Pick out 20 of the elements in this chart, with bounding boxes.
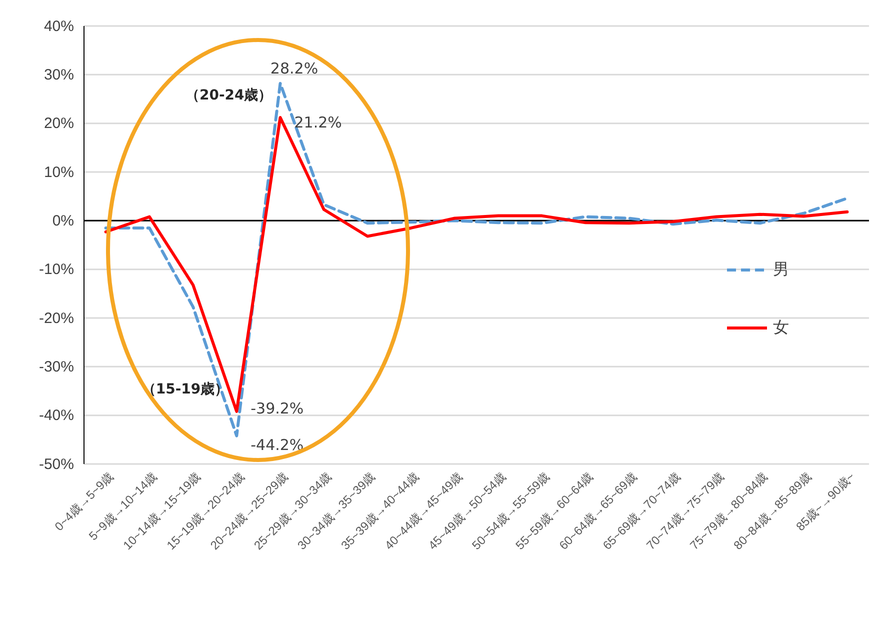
y-tick-label: 20% xyxy=(44,115,74,132)
y-tick-label: 10% xyxy=(44,164,74,181)
line-series xyxy=(104,82,849,438)
y-tick-label: 30% xyxy=(44,66,74,84)
data-label: 21.2% xyxy=(294,114,342,132)
legend-label: 男 xyxy=(773,259,789,278)
legend-label: 女 xyxy=(773,317,789,336)
y-tick-label: -10% xyxy=(38,261,74,278)
y-tick-label: -20% xyxy=(38,310,74,327)
annotation: （20-24歳） xyxy=(185,87,272,104)
line-series xyxy=(104,116,849,413)
y-tick-label: 0% xyxy=(52,212,74,230)
y-tick-label: 40% xyxy=(44,18,74,35)
data-label: -44.2% xyxy=(250,436,304,454)
data-label: 28.2% xyxy=(270,60,318,78)
data-label: -39.2% xyxy=(250,400,304,418)
y-tick-label: -50% xyxy=(38,456,74,473)
annotation: （15-19歳） xyxy=(142,381,229,398)
y-tick-label: -40% xyxy=(38,407,74,424)
y-tick-label: -30% xyxy=(38,358,74,376)
